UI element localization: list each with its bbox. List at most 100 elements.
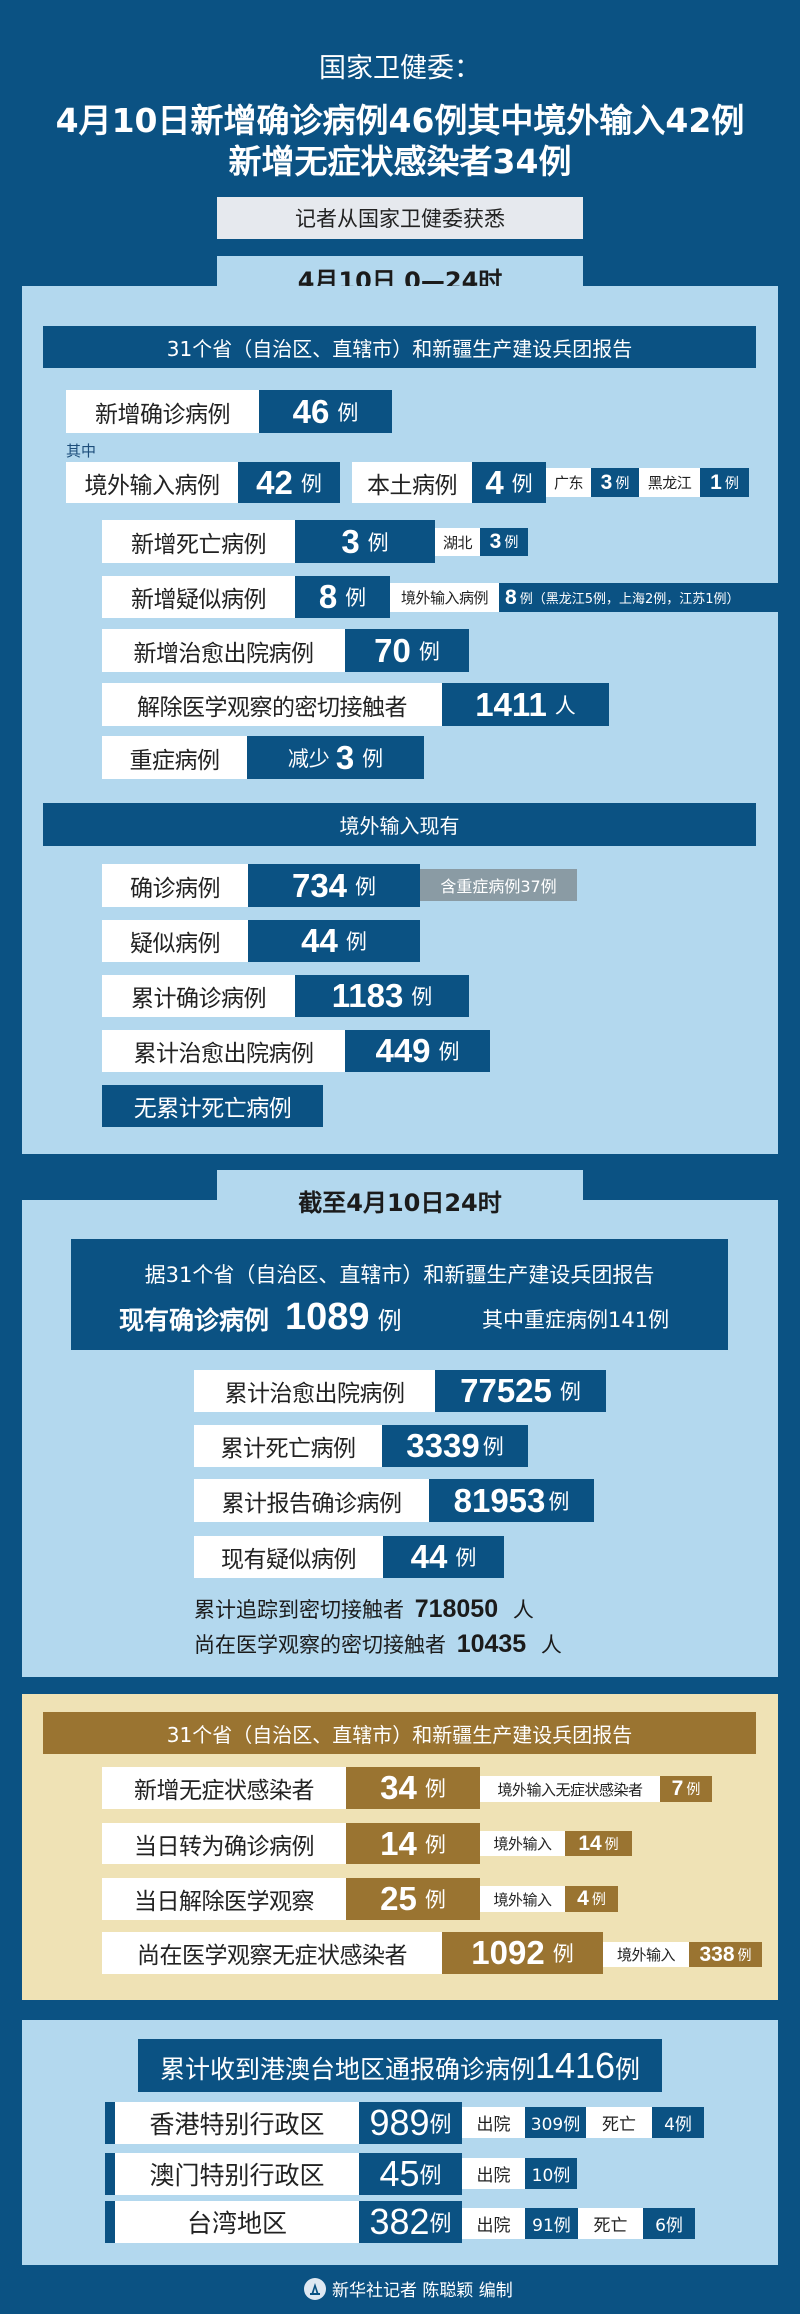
footer-credit: 新华社记者 陈聪颖 编制	[332, 2281, 513, 2301]
unit: 例	[455, 1546, 477, 1570]
converted-imported-value: 14 例	[565, 1831, 632, 1856]
unit: 例	[411, 985, 433, 1009]
value: 77525	[460, 1372, 552, 1409]
macao-region: 澳门特别行政区	[115, 2153, 359, 2195]
macao-discharged-value: 10例	[525, 2158, 577, 2189]
value: 3	[335, 738, 355, 776]
unit: 例	[429, 2113, 452, 2138]
unit: 例	[559, 1380, 581, 1404]
footer: 新华社记者 陈聪颖 编制	[304, 2276, 513, 2301]
imported-no-deaths: 无累计死亡病例	[102, 1085, 323, 1127]
cum-deaths-label: 累计死亡病例	[194, 1425, 382, 1467]
current-confirmed-value: 1089	[285, 1296, 370, 1338]
new-asymptomatic-label: 新增无症状感染者	[102, 1767, 346, 1809]
local-label: 本土病例	[352, 462, 472, 503]
deaths-place-hubei: 湖北	[435, 528, 480, 556]
value: 81953	[453, 1481, 546, 1519]
current-confirmed-label: 现有确诊病例	[119, 1306, 270, 1335]
source-box: 记者从国家卫健委获悉	[217, 197, 583, 239]
taiwan-death-value: 6例	[643, 2208, 695, 2239]
taiwan-value: 382 例	[359, 2201, 462, 2243]
severe-value: 减少 3 例	[247, 736, 424, 779]
imported-confirmed-label: 确诊病例	[102, 864, 248, 907]
xinhua-logo-icon	[304, 2277, 326, 2300]
converted-imported-label: 境外输入	[480, 1831, 565, 1856]
unit: 例	[424, 1888, 446, 1912]
unit: 例	[345, 586, 367, 610]
taiwan-region: 台湾地区	[115, 2201, 359, 2243]
observed-contacts-line: 尚在医学观察的密切接触者 10435 人	[194, 1629, 562, 1659]
value: 1092	[471, 1934, 545, 1971]
under-observation-imported-label: 境外输入	[603, 1942, 689, 1967]
cum-recovered-label: 累计治愈出院病例	[194, 1370, 435, 1412]
cum-confirmed-label: 累计报告确诊病例	[194, 1479, 429, 1522]
new-recovered-value: 70 例	[345, 629, 469, 672]
unit: 例	[591, 1892, 606, 1908]
unit: 例	[429, 2212, 452, 2237]
current-confirmed-row: 现有确诊病例 1089 例	[119, 1296, 402, 1339]
of-which-label: 其中	[66, 442, 97, 460]
unit: 例	[300, 471, 322, 496]
cum-deaths-value: 3339 例	[382, 1425, 528, 1467]
imported-cumulative-value: 1183 例	[295, 975, 469, 1017]
traced-contacts-value: 718050	[414, 1595, 499, 1623]
macao-stripe	[105, 2153, 115, 2195]
hk-value: 989 例	[359, 2102, 462, 2144]
value: 42	[256, 463, 293, 501]
taiwan-death-label: 死亡	[578, 2208, 643, 2239]
unit: 例	[367, 530, 389, 555]
value: 1	[710, 470, 722, 494]
new-recovered-label: 新增治愈出院病例	[102, 629, 345, 672]
unit: 例	[424, 1777, 446, 1801]
local-place-guangdong: 广东	[546, 468, 591, 497]
imported-recovered-value: 449 例	[345, 1030, 490, 1072]
hk-death-value: 4例	[652, 2107, 704, 2138]
asymptomatic-report-header: 31个省（自治区、直辖市）和新疆生产建设兵团报告	[43, 1712, 756, 1754]
hk-stripe	[105, 2102, 115, 2144]
value: 46	[292, 392, 330, 430]
hmt-header-value: 1416	[534, 2045, 616, 2086]
severe-label: 重症病例	[102, 736, 247, 779]
hk-region: 香港特别行政区	[115, 2102, 359, 2144]
unit: 例	[615, 475, 630, 492]
unit: 例	[345, 930, 367, 954]
suspected-imported-label: 境外输入病例	[390, 583, 499, 612]
unit: 例	[504, 535, 519, 551]
value: 3	[600, 470, 613, 494]
unit: 例	[686, 1782, 701, 1798]
observed-contacts-value: 10435	[456, 1630, 527, 1658]
value: 8	[318, 578, 338, 615]
value: 3339	[406, 1427, 480, 1464]
unit: 例	[418, 639, 440, 664]
observed-contacts-unit: 人	[540, 1633, 562, 1657]
new-suspected-label: 新增疑似病例	[102, 576, 295, 618]
new-deaths-label: 新增死亡病例	[102, 520, 295, 563]
value: 44	[410, 1538, 448, 1575]
under-observation-value: 1092 例	[442, 1932, 603, 1974]
unit: 例	[419, 2164, 442, 2189]
new-confirmed-label: 新增确诊病例	[66, 390, 259, 433]
value: 3	[341, 522, 360, 560]
imported-severe-note: 含重症病例37例	[420, 869, 577, 901]
unit: 例	[548, 1489, 570, 1514]
converted-confirmed-label: 当日转为确诊病例	[102, 1823, 346, 1864]
unit: 例	[737, 1947, 752, 1964]
converted-confirmed-value: 14 例	[346, 1823, 480, 1864]
observed-contacts-label: 尚在医学观察的密切接触者	[194, 1633, 446, 1657]
unit: 例	[724, 475, 739, 492]
unit: 例	[362, 746, 384, 771]
under-observation-label: 尚在医学观察无症状感染者	[102, 1932, 442, 1974]
unit: 例	[355, 874, 377, 899]
cum-suspected-label: 现有疑似病例	[194, 1536, 383, 1578]
value: 4	[577, 1887, 589, 1910]
value: 3	[489, 530, 502, 553]
traced-contacts-label: 累计追踪到密切接触者	[194, 1598, 404, 1622]
value: 382	[369, 2201, 430, 2242]
cum-confirmed-value: 81953 例	[429, 1479, 594, 1522]
hk-death-label: 死亡	[586, 2107, 652, 2138]
